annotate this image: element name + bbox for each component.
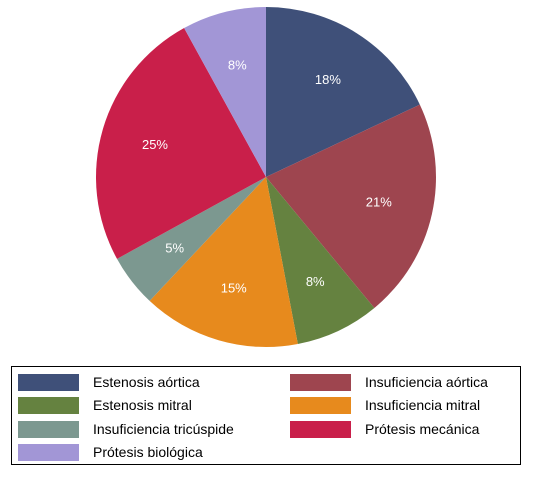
legend-item-insuficiencia-aortica: Insuficiencia aórtica bbox=[290, 372, 488, 392]
pie-slice-protesis-mecanica bbox=[96, 28, 267, 259]
slice-label-insuficiencia-tricuspide: 5% bbox=[165, 240, 184, 255]
slice-label-protesis-biologica: 8% bbox=[228, 58, 247, 73]
legend-swatch bbox=[290, 396, 351, 414]
legend-label: Insuficiencia mitral bbox=[365, 397, 481, 413]
legend-label: Prótesis biológica bbox=[93, 444, 203, 460]
pie-slice-estenosis-mitral bbox=[266, 177, 375, 344]
legend-item-estenosis-mitral: Estenosis mitral bbox=[18, 395, 192, 415]
legend-label: Prótesis mecánica bbox=[365, 421, 480, 437]
pie-chart: 18% 21% 8% 15% 5% 25% 8% bbox=[96, 7, 436, 347]
pie-slice-insuficiencia-mitral bbox=[149, 177, 298, 347]
slice-label-protesis-mecanica: 25% bbox=[142, 137, 168, 152]
legend-swatch bbox=[290, 373, 351, 391]
legend-swatch bbox=[18, 443, 79, 461]
pie-slice-insuficiencia-aortica bbox=[266, 104, 436, 308]
legend-item-insuficiencia-tricuspide: Insuficiencia tricúspide bbox=[18, 419, 234, 439]
legend-swatch bbox=[290, 420, 351, 438]
legend-item-estenosis-aortica: Estenosis aórtica bbox=[18, 372, 200, 392]
slice-label-estenosis-aortica: 18% bbox=[315, 72, 341, 87]
slice-label-estenosis-mitral: 8% bbox=[306, 274, 325, 289]
legend-label: Insuficiencia tricúspide bbox=[93, 421, 234, 437]
legend-swatch bbox=[18, 420, 79, 438]
pie-labels: 18% 21% 8% 15% 5% 25% 8% bbox=[142, 58, 392, 296]
pie-slice-estenosis-aortica bbox=[266, 7, 420, 177]
pie-slice-protesis-biologica bbox=[184, 7, 266, 177]
legend-swatch bbox=[18, 373, 79, 391]
slice-label-insuficiencia-mitral: 15% bbox=[221, 281, 247, 296]
legend-item-protesis-mecanica: Prótesis mecánica bbox=[290, 419, 479, 439]
legend-item-insuficiencia-mitral: Insuficiencia mitral bbox=[290, 395, 480, 415]
legend-swatch bbox=[18, 396, 79, 414]
legend-label: Estenosis aórtica bbox=[93, 374, 200, 390]
legend-label: Estenosis mitral bbox=[93, 397, 192, 413]
legend-item-protesis-biologica: Prótesis biológica bbox=[18, 442, 203, 462]
slice-label-insuficiencia-aortica: 21% bbox=[366, 195, 392, 210]
legend-label: Insuficiencia aórtica bbox=[365, 374, 488, 390]
pie-slices bbox=[96, 7, 436, 347]
pie-slice-insuficiencia-tricuspide bbox=[117, 177, 266, 301]
chart-legend: Estenosis aórtica Insuficiencia aórtica … bbox=[11, 366, 521, 465]
